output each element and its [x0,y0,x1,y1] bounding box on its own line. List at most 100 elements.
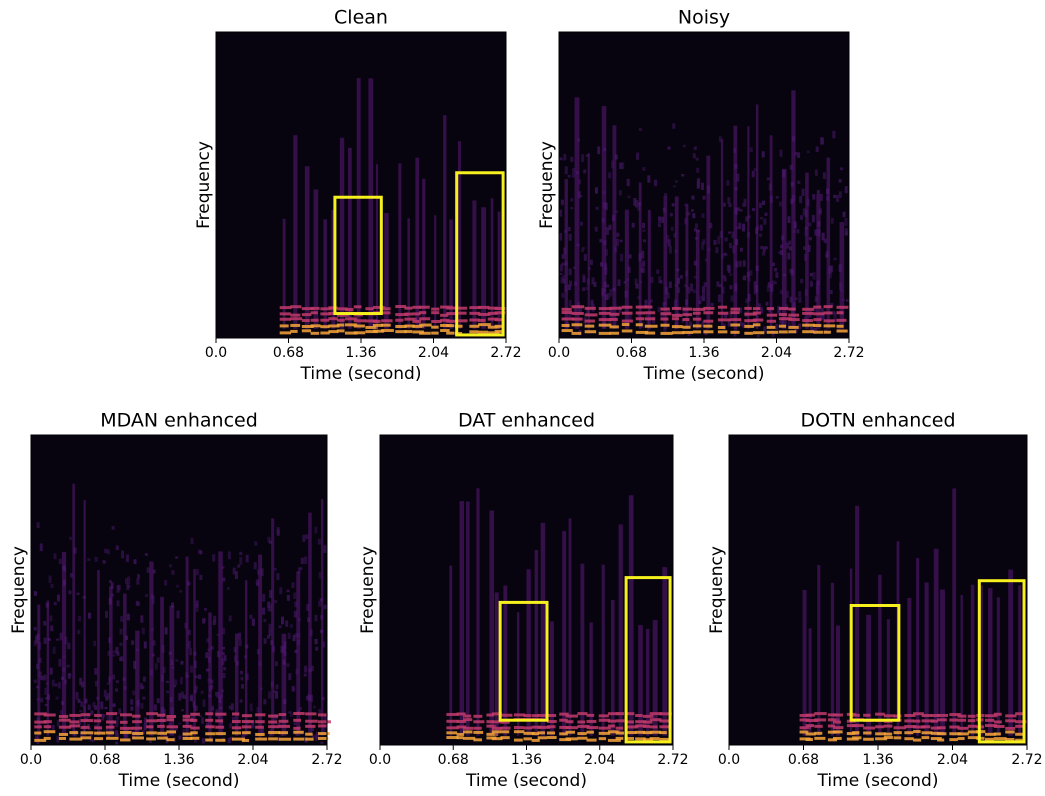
noise [585,154,589,157]
energy-band [500,713,513,717]
energy-band [58,732,69,736]
energy-band [372,329,385,333]
noise [837,325,841,331]
noise [123,735,127,741]
noise [844,186,848,194]
noise [168,564,172,568]
energy-band [487,306,500,310]
noise [829,290,833,295]
energy-band [205,732,215,736]
energy-band [328,306,338,310]
noise [100,701,104,710]
noise [739,321,743,326]
energy-band [904,731,914,735]
harmonic-streak [304,166,310,329]
energy-band [671,306,682,310]
energy-band [949,725,960,729]
harmonic-streak [647,209,651,329]
noise [718,136,722,143]
noise [263,638,267,644]
noise [253,562,257,570]
noise [152,569,156,574]
noise [126,613,130,621]
energy-band [778,330,788,334]
noise [291,686,295,691]
noise [274,661,278,667]
harmonic-streak [601,564,605,736]
noise [164,627,168,635]
energy-band [473,738,482,742]
harmonic-streak [458,141,461,329]
energy-band [446,319,455,323]
energy-band [836,318,847,322]
noise [663,328,667,333]
noise [33,640,37,647]
noise [814,296,818,303]
noise [213,615,217,622]
energy-band [644,324,658,328]
energy-band [241,731,251,735]
energy-band [921,725,931,729]
energy-band [446,731,458,735]
noise [821,314,825,320]
noise [239,699,243,703]
energy-band [692,307,706,311]
spectrogram: 0.0 0.68 1.36 2.04 2.72 Noisy Time (second) Fre… [537,7,865,385]
energy-band [642,720,653,724]
energy-band [58,725,72,729]
energy-band [635,305,647,309]
energy-band [320,312,332,316]
noise [143,641,147,649]
energy-band [537,731,545,735]
noise [580,249,584,253]
energy-band [494,324,503,328]
energy-band [642,731,653,735]
energy-band [132,732,144,736]
harmonic-streak [589,622,593,736]
energy-band [813,330,823,334]
noise [759,224,763,231]
noise [38,671,42,678]
noise [562,275,566,281]
energy-band [290,323,301,327]
noise [116,651,120,656]
noise [813,307,817,312]
noise [816,189,820,195]
noise [761,151,765,158]
energy-band [957,737,965,741]
noise [580,221,584,226]
harmonic-streak [293,135,298,329]
energy-band [301,313,312,317]
noise [838,179,842,183]
harmonic-streak [549,621,554,736]
energy-band [328,311,337,315]
energy-band [635,323,643,327]
noise [823,238,827,243]
harmonic-streak [638,182,642,329]
energy-band [455,324,463,328]
noise [288,673,292,681]
noise [559,232,563,241]
energy-band [609,325,619,329]
energy-band [778,313,787,317]
energy-band [832,720,841,724]
noise [120,616,124,622]
energy-band [381,329,394,333]
harmonic-streak [398,163,402,329]
noise [757,303,761,311]
x-tick-label: 0.68 [616,345,647,361]
noise [627,266,631,273]
energy-band [80,725,90,729]
harmonic-streak [61,551,67,736]
energy-band [310,311,318,315]
energy-band [615,719,625,723]
energy-band [473,720,485,724]
noise [794,297,798,301]
energy-band [531,732,540,736]
noise [728,242,732,249]
energy-band [301,319,310,323]
energy-band [802,330,815,334]
noise [175,659,179,662]
energy-band [717,330,728,334]
energy-band [799,737,811,741]
